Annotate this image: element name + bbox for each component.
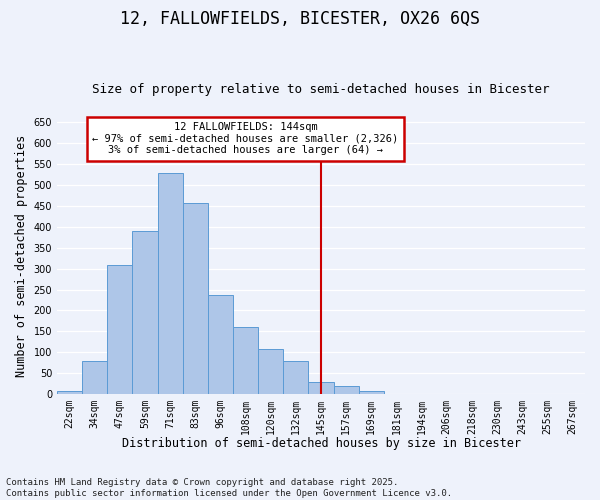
Bar [183,203,208,394]
Bar [133,231,158,394]
X-axis label: Distribution of semi-detached houses by size in Bicester: Distribution of semi-detached houses by … [122,437,521,450]
Bar [107,266,133,394]
Text: 12, FALLOWFIELDS, BICESTER, OX26 6QS: 12, FALLOWFIELDS, BICESTER, OX26 6QS [120,10,480,28]
Text: 12 FALLOWFIELDS: 144sqm
← 97% of semi-detached houses are smaller (2,326)
3% of : 12 FALLOWFIELDS: 144sqm ← 97% of semi-de… [92,122,399,156]
Text: Contains HM Land Registry data © Crown copyright and database right 2025.
Contai: Contains HM Land Registry data © Crown c… [6,478,452,498]
Y-axis label: Number of semi-detached properties: Number of semi-detached properties [15,135,28,377]
Title: Size of property relative to semi-detached houses in Bicester: Size of property relative to semi-detach… [92,83,550,96]
Bar [258,349,283,394]
Bar [334,386,359,394]
Bar [283,361,308,394]
Bar [208,294,233,394]
Bar [82,362,107,394]
Bar [359,391,384,394]
Bar [57,391,82,394]
Bar [233,327,258,394]
Bar [158,173,183,394]
Bar [308,382,334,394]
